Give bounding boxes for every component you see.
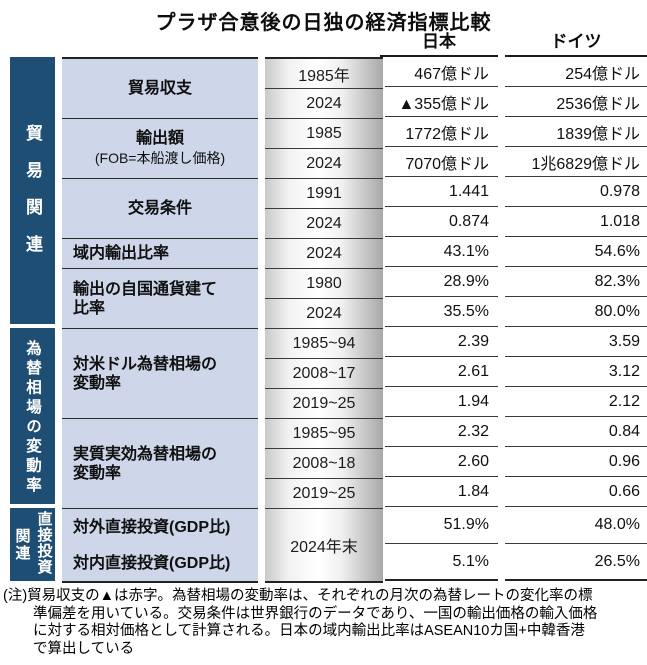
year-cell: 2019~25 — [265, 389, 383, 419]
footnote-line: で算出している — [33, 640, 135, 657]
comparison-table: 日本 ドイツ 貿易関連 為替相場の変動率 関連 直接投資 貿易収支 輸出額 (F… — [0, 31, 647, 585]
value-cell-germany: 26.5% — [505, 544, 647, 581]
value-cell-germany: 1.018 — [505, 207, 647, 237]
indicator-label: 域内輸出比率 — [73, 245, 170, 262]
value-cell-japan: 2.61 — [385, 357, 498, 387]
indicator-direct-investment: 対外直接投資(GDP比) 対内直接投資(GDP比) — [62, 509, 258, 583]
column-header-germany: ドイツ — [505, 31, 647, 57]
value-cell-japan: 0.874 — [385, 207, 498, 237]
value-cell-japan: 1772億ドル — [385, 117, 498, 147]
year-cell: 2019~25 — [265, 479, 383, 509]
indicator-sublabel: (FOB=本船渡し価格) — [94, 150, 226, 166]
germany-value-column: 254億ドル 2536億ドル 1839億ドル 1兆6829億ドル 0.978 1… — [505, 57, 647, 581]
year-cell: 2024 — [265, 89, 383, 119]
value-cell-germany: 254億ドル — [505, 57, 647, 87]
indicator-exports: 輸出額 (FOB=本船渡し価格) — [62, 119, 258, 179]
value-cell-japan: 467億ドル — [385, 57, 498, 87]
value-cell-germany: 0.84 — [505, 417, 647, 447]
value-cell-japan: 35.5% — [385, 297, 498, 327]
footnote: (注)貿易収支の▲は赤字。為替相場の変動率は、それぞれの月次の為替レートの変化率… — [3, 588, 645, 658]
indicator-terms-of-trade: 交易条件 — [62, 179, 258, 239]
value-cell-japan: 51.9% — [385, 507, 498, 544]
indicator-label: 輸出の自国通貨建て比率 — [73, 280, 218, 317]
category-direct-investment-suffix: 関連 — [13, 527, 31, 562]
year-cell: 2024 — [265, 149, 383, 179]
year-column: 1985年 2024 1985 2024 1991 2024 2024 1980… — [265, 57, 383, 583]
category-fx-volatility-label: 為替相場の変動率 — [10, 328, 55, 504]
value-cell-germany: 3.12 — [505, 357, 647, 387]
year-cell: 1991 — [265, 179, 383, 209]
value-cell-germany: 1兆6829億ドル — [505, 147, 647, 177]
year-cell: 1980 — [265, 269, 383, 299]
value-cell-germany: 0.978 — [505, 177, 647, 207]
indicator-inward-fdi: 対内直接投資(GDP比) — [73, 554, 231, 572]
indicator-own-currency-export-ratio: 輸出の自国通貨建て比率 — [62, 269, 258, 329]
indicator-intraregional-export-ratio: 域内輸出比率 — [62, 239, 258, 269]
value-cell-japan: 7070億ドル — [385, 147, 498, 177]
footnote-line: (注)貿易収支の▲は赤字。為替相場の変動率は、それぞれの月次の為替レートの変化率… — [3, 588, 593, 604]
indicator-usd-fx-volatility: 対米ドル為替相場の変動率 — [62, 329, 258, 419]
indicator-label: 実質実効為替相場の変動率 — [73, 445, 218, 482]
value-cell-germany: 48.0% — [505, 507, 647, 544]
value-cell-germany: 0.66 — [505, 477, 647, 507]
value-cell-germany: 0.96 — [505, 447, 647, 477]
value-cell-japan: ▲355億ドル — [385, 87, 498, 117]
value-cell-germany: 80.0% — [505, 297, 647, 327]
year-cell: 1985年 — [265, 59, 383, 89]
footnote-line: に対する相対価格として計算される。日本の域内輸出比率はASEAN10カ国+中韓香… — [33, 623, 585, 639]
year-cell: 2008~17 — [265, 359, 383, 389]
value-cell-japan: 2.60 — [385, 447, 498, 477]
value-cell-japan: 2.32 — [385, 417, 498, 447]
value-cell-germany: 3.59 — [505, 327, 647, 357]
value-cell-japan: 1.84 — [385, 477, 498, 507]
value-cell-japan: 28.9% — [385, 267, 498, 297]
indicator-label: 対米ドル為替相場の変動率 — [73, 355, 218, 392]
indicator-outward-fdi: 対外直接投資(GDP比) — [73, 518, 231, 536]
value-cell-germany: 2.12 — [505, 387, 647, 417]
value-cell-germany: 1839億ドル — [505, 117, 647, 147]
value-cell-japan: 1.441 — [385, 177, 498, 207]
category-direct-investment-label: 関連 直接投資 — [10, 508, 55, 581]
value-cell-germany: 82.3% — [505, 267, 647, 297]
year-cell: 2008~18 — [265, 449, 383, 479]
indicator-trade-balance: 貿易収支 — [62, 59, 258, 119]
year-cell: 2024 — [265, 209, 383, 239]
year-cell: 1985~95 — [265, 419, 383, 449]
page-title: プラザ合意後の日独の経済指標比較 — [155, 12, 492, 34]
footnote-line: 準偏差を用いている。交易条件は世界銀行のデータであり、一国の輸出価格の輸入価格 — [33, 605, 598, 622]
value-cell-japan: 5.1% — [385, 544, 498, 581]
value-cell-germany: 54.6% — [505, 237, 647, 267]
year-cell: 1985~94 — [265, 329, 383, 359]
indicator-label: 貿易収支 — [127, 80, 192, 97]
year-cell: 2024 — [265, 299, 383, 329]
indicator-column: 貿易収支 輸出額 (FOB=本船渡し価格) 交易条件 域内輸出比率 輸出の自国通… — [62, 57, 258, 583]
value-cell-japan: 43.1% — [385, 237, 498, 267]
value-cell-japan: 1.94 — [385, 387, 498, 417]
value-cell-germany: 2536億ドル — [505, 87, 647, 117]
category-sidebar: 貿易関連 為替相場の変動率 関連 直接投資 — [10, 57, 55, 581]
value-cell-japan: 2.39 — [385, 327, 498, 357]
indicator-label: 輸出額 — [135, 130, 184, 147]
category-trade-label: 貿易関連 — [10, 57, 55, 324]
indicator-reer-volatility: 実質実効為替相場の変動率 — [62, 419, 258, 509]
year-cell: 1985 — [265, 119, 383, 149]
indicator-label: 交易条件 — [127, 200, 192, 217]
column-header-japan: 日本 — [380, 31, 498, 57]
category-direct-investment-main: 直接投資 — [35, 511, 53, 575]
year-cell-2024-end: 2024年末 — [265, 509, 383, 583]
japan-value-column: 467億ドル ▲355億ドル 1772億ドル 7070億ドル 1.441 0.8… — [385, 57, 498, 581]
year-cell: 2024 — [265, 239, 383, 269]
